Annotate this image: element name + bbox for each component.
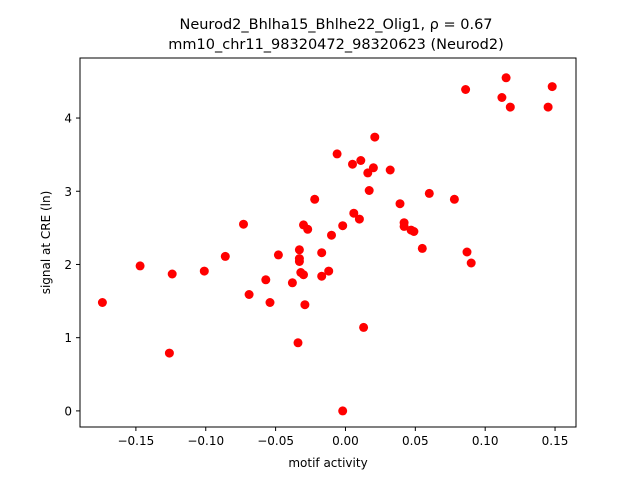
x-tick-label: 0.15 (542, 434, 569, 448)
data-point (97, 298, 107, 307)
y-axis-label: signal at CRE (ln) (39, 191, 53, 295)
y-tick-label: 2 (64, 258, 72, 272)
data-point (424, 188, 434, 198)
data-points (97, 73, 557, 416)
y-tick-label: 1 (64, 331, 72, 345)
data-point (244, 290, 254, 299)
data-point (135, 261, 145, 271)
y-tick-label: 0 (64, 404, 72, 418)
data-point (547, 82, 557, 92)
data-point (199, 266, 209, 276)
data-point (370, 132, 380, 142)
x-tick-label: 0.00 (332, 434, 359, 448)
data-point (273, 250, 283, 260)
data-point (317, 248, 327, 258)
data-point (338, 406, 348, 416)
data-point (167, 269, 177, 279)
chart-title-line2: mm10_chr11_98320472_98320623 (Neurod2) (168, 37, 503, 53)
data-point (293, 338, 303, 348)
data-point (466, 258, 476, 268)
data-point (299, 270, 308, 280)
data-point (287, 278, 297, 288)
data-point (354, 214, 364, 224)
data-point (294, 257, 304, 266)
data-point (310, 194, 320, 204)
data-point (294, 245, 304, 255)
x-tick-label: −0.10 (187, 434, 224, 448)
data-point (461, 85, 471, 94)
data-point (356, 156, 366, 165)
data-point (385, 165, 395, 175)
data-point (239, 219, 248, 229)
x-axis-ticks: −0.15 −0.10 −0.05 0.00 0.05 0.10 0.15 (117, 427, 568, 448)
x-axis-label: motif activity (288, 456, 367, 470)
data-point (349, 208, 359, 218)
x-tick-label: −0.15 (117, 434, 154, 448)
data-point (317, 271, 327, 281)
data-point (359, 322, 369, 332)
data-point (303, 224, 313, 234)
data-point (505, 102, 515, 112)
data-point (395, 199, 405, 209)
data-point (497, 93, 507, 102)
y-axis-ticks: 0 1 2 3 4 (64, 112, 80, 418)
data-point (364, 186, 374, 195)
x-tick-label: 0.10 (472, 434, 499, 448)
data-point (543, 102, 553, 112)
data-point (462, 247, 472, 257)
data-point (348, 159, 357, 169)
x-tick-label: −0.05 (257, 434, 294, 448)
y-tick-label: 3 (64, 185, 72, 199)
data-point (449, 194, 459, 204)
x-tick-label: 0.05 (402, 434, 429, 448)
data-point (300, 300, 310, 310)
data-point (409, 227, 419, 236)
data-point (261, 275, 271, 285)
data-point (220, 251, 230, 261)
data-point (327, 230, 336, 240)
data-point (399, 221, 409, 231)
chart-title-line1: Neurod2_Bhlha15_Bhlhe22_Olig1, ρ = 0.67 (179, 17, 492, 33)
data-point (417, 243, 427, 253)
plot-frame (79, 57, 577, 428)
data-point (368, 163, 378, 173)
data-point (324, 266, 334, 276)
data-point (265, 298, 275, 307)
data-point (501, 73, 511, 83)
y-tick-label: 4 (64, 112, 72, 126)
data-point (164, 348, 174, 358)
data-point (338, 221, 348, 231)
data-point (332, 149, 342, 159)
